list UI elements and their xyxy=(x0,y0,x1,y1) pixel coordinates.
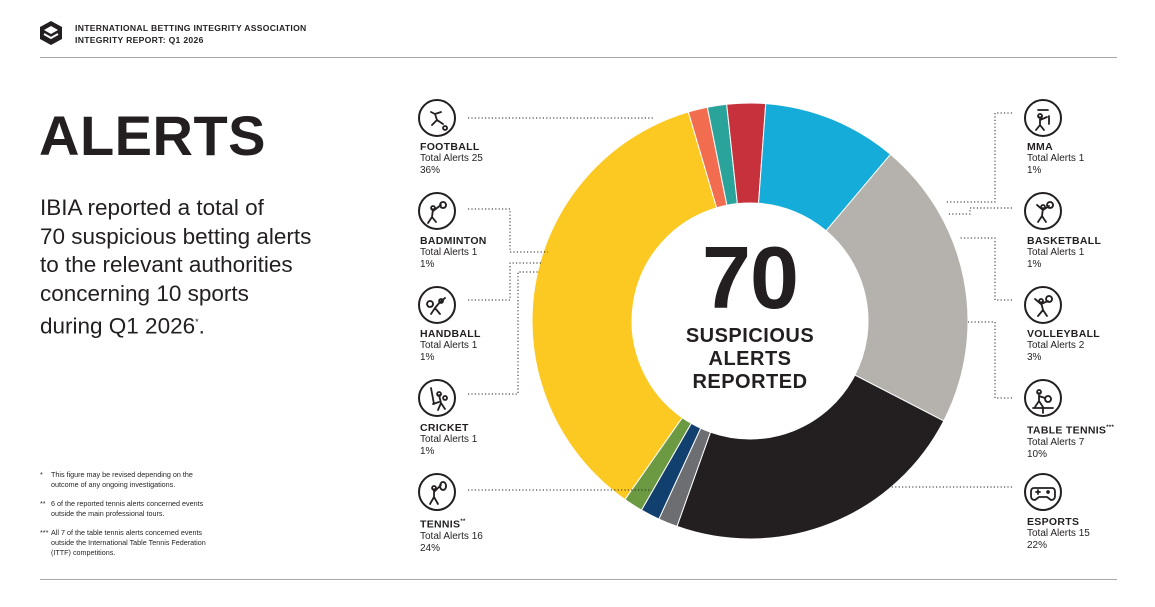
footnote-mark: *** xyxy=(40,528,49,537)
sport-total: Total Alerts 2 xyxy=(1027,340,1085,351)
sport-total: Total Alerts 16 xyxy=(420,530,483,542)
sport-total: Total Alerts 1 xyxy=(1027,247,1085,258)
donut-slice-badminton xyxy=(624,416,692,511)
ibia-logo-icon xyxy=(40,21,62,45)
sport-name: BASKETBALL xyxy=(1027,235,1102,247)
sport-percent: 3% xyxy=(1027,352,1042,363)
table-tennis-icon xyxy=(1024,379,1062,417)
sport-total: Total Alerts 1 xyxy=(420,434,478,445)
leader-line-handball xyxy=(468,262,542,301)
summary-line: to the relevant authorities xyxy=(40,252,293,278)
mma-icon xyxy=(1024,99,1062,137)
footnote: *** All 7 of the table tennis alerts con… xyxy=(40,528,215,557)
organization-name: INTERNATIONAL BETTING INTEGRITY ASSOCIAT… xyxy=(75,23,307,33)
leader-line-mma xyxy=(945,112,1012,203)
sport-name: FOOTBALL xyxy=(420,141,480,153)
label-table-tennis: TABLE TENNIS*** Total Alerts 7 10% xyxy=(1027,422,1137,461)
leader-line-volleyball xyxy=(960,237,1012,301)
sport-percent: 36% xyxy=(420,165,441,176)
summary-text: IBIA reported a total of 70 suspicious b… xyxy=(40,194,360,341)
footnote-text: 6 of the reported tennis alerts concerne… xyxy=(51,499,204,518)
center-caption-line: ALERTS xyxy=(708,348,792,370)
donut-slice-football xyxy=(531,111,718,501)
summary-line: IBIA reported a total of xyxy=(40,195,264,220)
sport-name: VOLLEYBALL xyxy=(1027,328,1100,340)
sport-name: BADMINTON xyxy=(420,235,487,247)
esports-icon xyxy=(1024,473,1062,511)
handball-icon xyxy=(418,286,456,324)
report-title: INTEGRITY REPORT: Q1 2026 xyxy=(75,35,204,45)
label-mma: MMA Total Alerts 1 1% xyxy=(1027,141,1137,177)
sport-percent: 24% xyxy=(420,542,441,554)
center-total: 70 xyxy=(702,228,799,327)
leader-line-badminton xyxy=(468,208,548,253)
sport-name: MMA xyxy=(1027,141,1053,153)
leader-line-table-tennis xyxy=(968,321,1012,399)
footnote-text: This figure may be revised depending on … xyxy=(51,470,193,489)
summary-line: during Q1 2026*. xyxy=(40,313,205,339)
sport-percent: 1% xyxy=(420,259,435,270)
footnote: ** 6 of the reported tennis alerts conce… xyxy=(40,499,215,519)
label-football: FOOTBALL Total Alerts 25 36% xyxy=(420,141,530,177)
summary-line: concerning 10 sports xyxy=(40,280,249,306)
leader-line-basketball xyxy=(948,207,1012,215)
football-icon xyxy=(418,99,456,137)
label-basketball: BASKETBALL Total Alerts 1 1% xyxy=(1027,235,1137,271)
sport-percent: 1% xyxy=(1027,259,1042,270)
center-caption-line: SUSPICIOUS xyxy=(685,325,815,347)
sport-total: Total Alerts 1 xyxy=(420,340,478,351)
sport-total: Total Alerts 25 xyxy=(420,153,483,164)
volleyball-icon xyxy=(1024,286,1062,324)
badminton-icon xyxy=(418,192,456,230)
footnote-mark: ** xyxy=(460,519,466,525)
footnote: * This figure may be revised depending o… xyxy=(40,470,215,490)
label-badminton: BADMINTON Total Alerts 1 1% xyxy=(420,235,530,271)
sport-total: Total Alerts 1 xyxy=(1027,153,1085,164)
tennis-icon xyxy=(418,473,456,511)
sport-name: CRICKET xyxy=(420,422,469,434)
label-esports: ESPORTS Total Alerts 15 22% xyxy=(1027,516,1137,552)
donut-slice-tennis xyxy=(676,374,945,540)
center-caption-line: REPORTED xyxy=(692,371,808,393)
sport-name: TABLE TENNIS*** xyxy=(1027,424,1115,437)
footnote-mark: ** xyxy=(40,499,46,508)
sport-total: Total Alerts 15 xyxy=(1027,528,1090,539)
sport-name: ESPORTS xyxy=(1027,516,1080,528)
sport-percent: 1% xyxy=(1027,165,1042,176)
footnote-mark: *** xyxy=(1106,425,1115,431)
sport-total: Total Alerts 1 xyxy=(420,247,478,258)
footnote-text: All 7 of the table tennis alerts concern… xyxy=(51,528,206,557)
label-handball: HANDBALL Total Alerts 1 1% xyxy=(420,328,530,364)
label-cricket: CRICKET Total Alerts 1 1% xyxy=(420,422,530,458)
sport-name: HANDBALL xyxy=(420,328,481,340)
sport-percent: 1% xyxy=(420,352,435,363)
top-divider xyxy=(40,57,1117,58)
sport-percent: 10% xyxy=(1027,448,1048,460)
label-volleyball: VOLLEYBALL Total Alerts 2 3% xyxy=(1027,328,1137,364)
sport-percent: 22% xyxy=(1027,540,1048,551)
basketball-icon xyxy=(1024,192,1062,230)
page-title: ALERTS xyxy=(39,104,266,167)
donut-slice-esports xyxy=(825,153,969,422)
sport-total: Total Alerts 7 xyxy=(1027,436,1085,448)
footnote-mark: * xyxy=(195,317,199,328)
sport-name: TENNIS** xyxy=(420,518,466,531)
leader-line-cricket xyxy=(468,271,540,395)
bottom-divider xyxy=(40,579,1117,580)
footnote-mark: * xyxy=(40,470,43,479)
sport-percent: 1% xyxy=(420,446,435,457)
summary-line: 70 suspicious betting alerts xyxy=(40,223,312,249)
label-tennis: TENNIS** Total Alerts 16 24% xyxy=(420,516,530,555)
cricket-icon xyxy=(418,379,456,417)
